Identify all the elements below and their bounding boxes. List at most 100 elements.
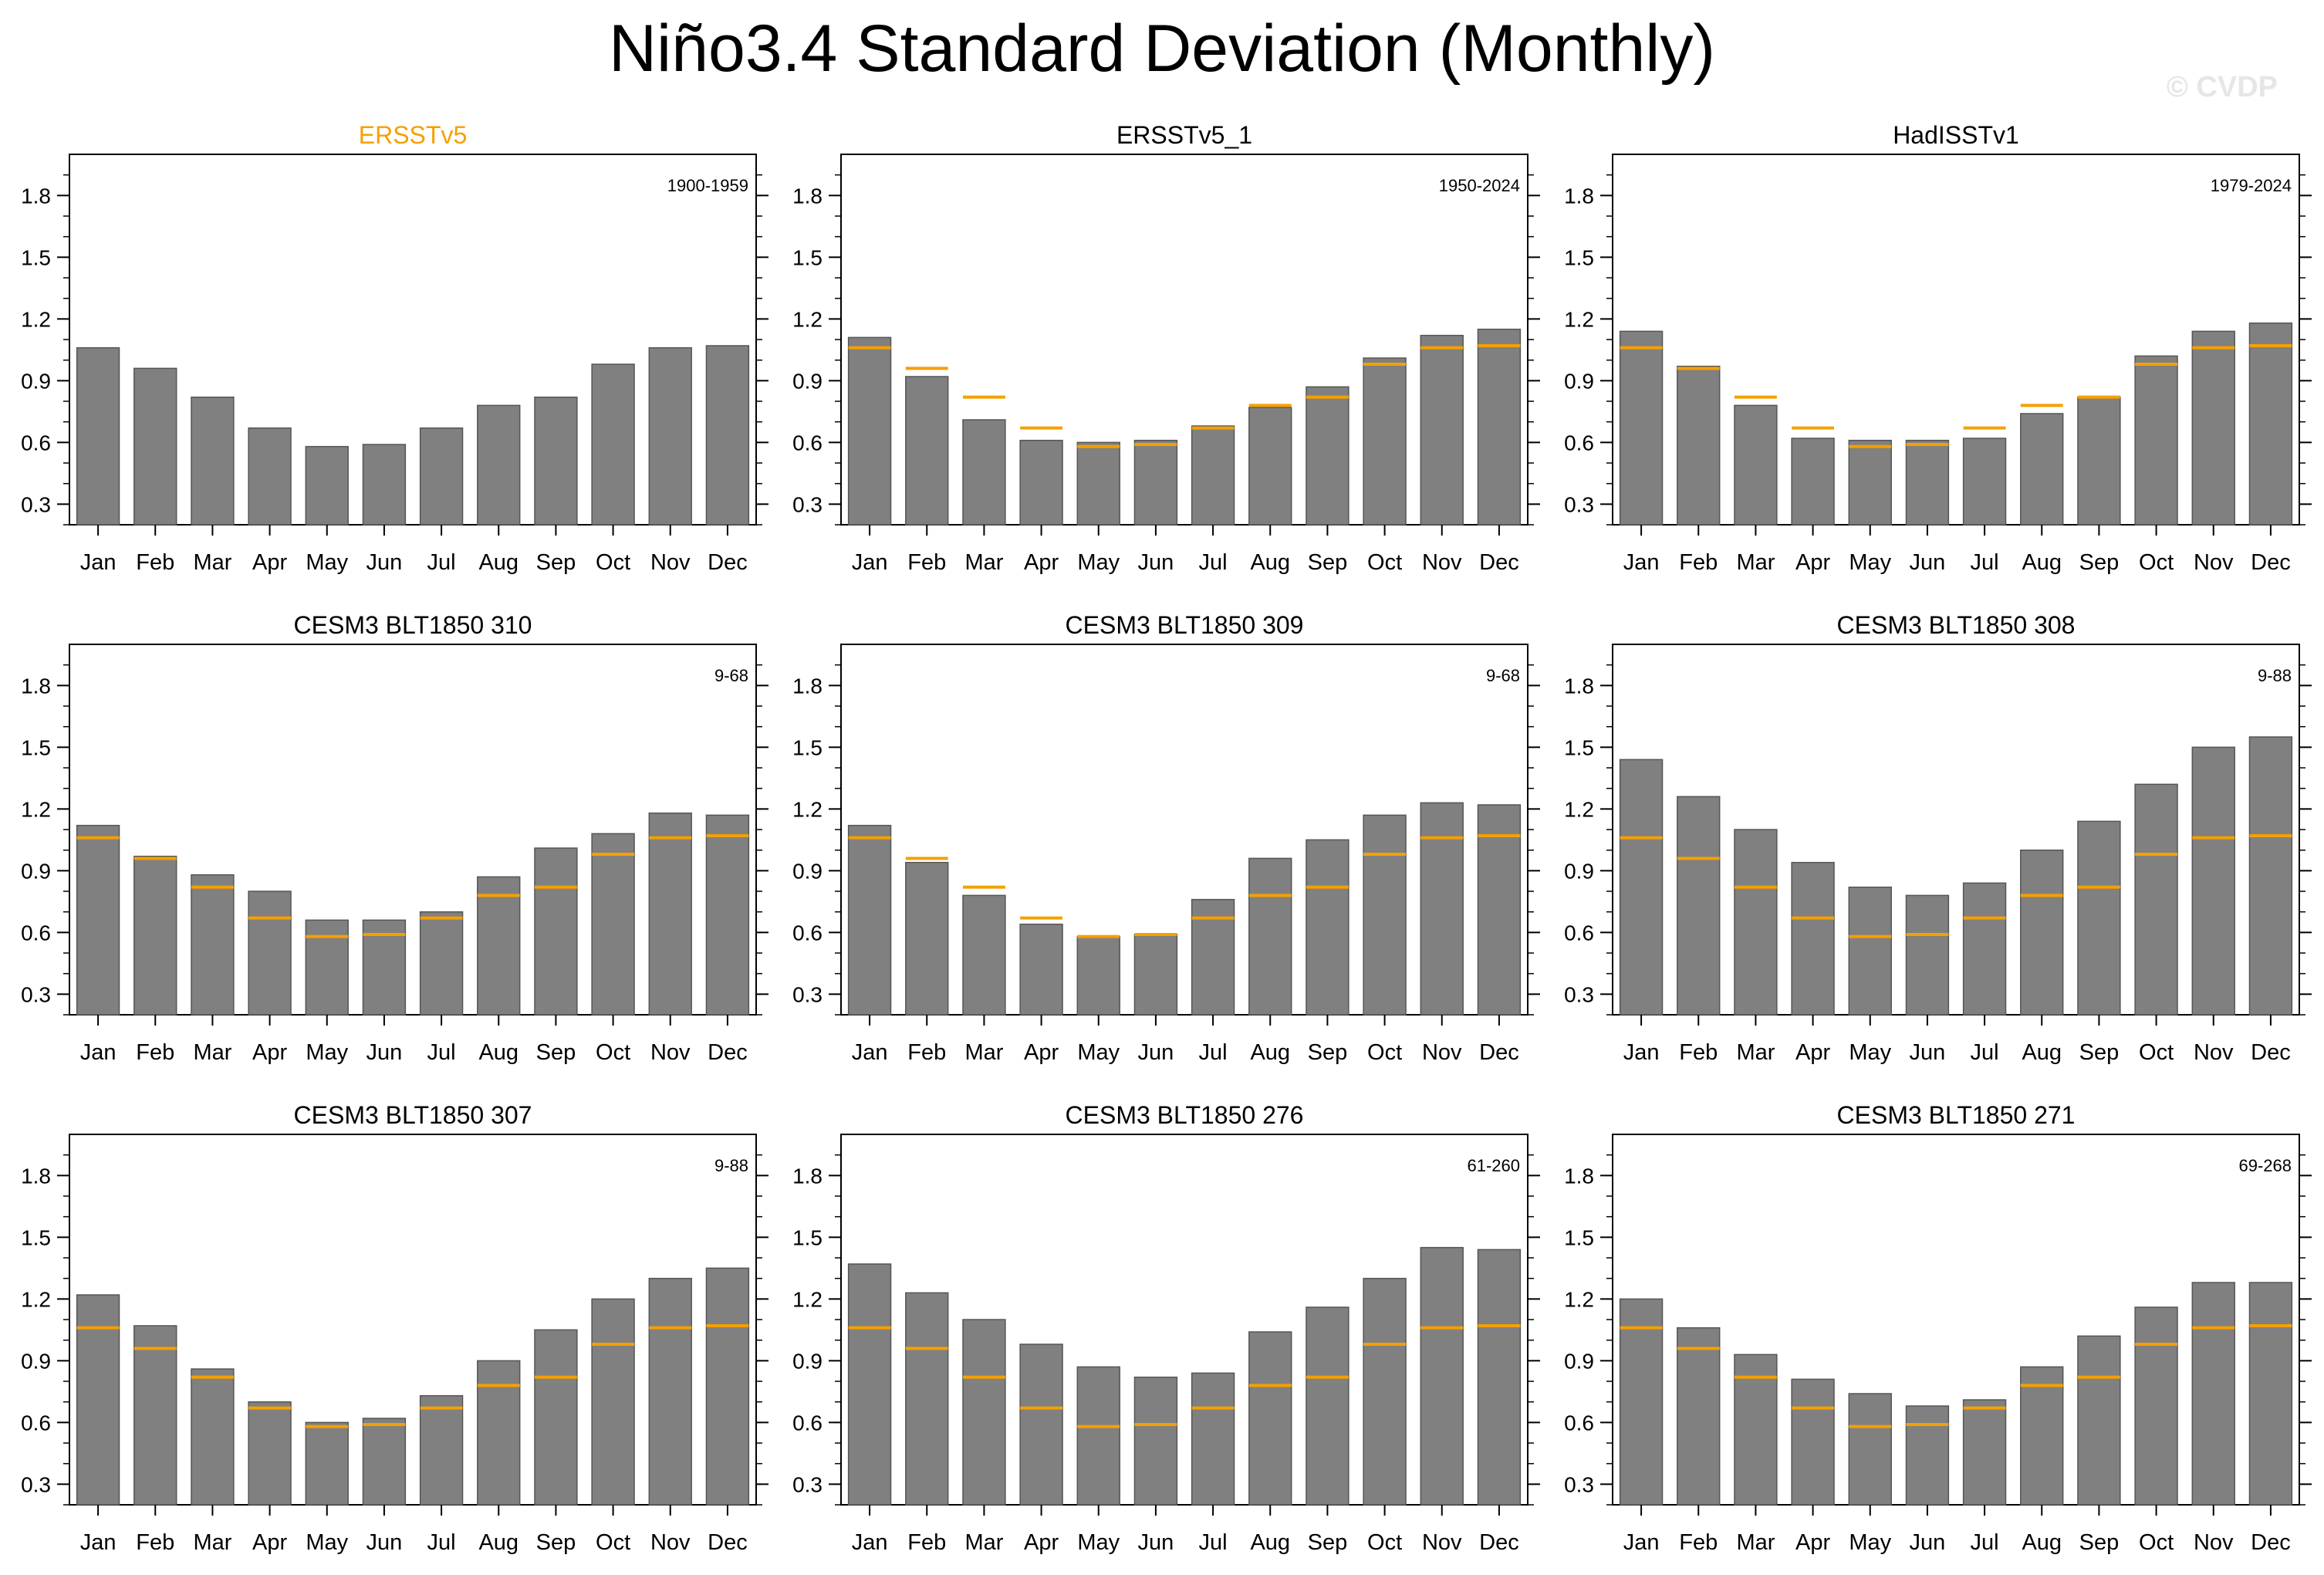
y-tick-label: 1.5 xyxy=(792,735,823,759)
x-tick-label: Jul xyxy=(1199,550,1228,575)
bar xyxy=(705,345,750,526)
chart-panel: 0.3 0.6 0.9 1.2 1.5 1.8 Jan Feb Mar Apr May Jun Jul A… xyxy=(792,1101,1540,1555)
bar xyxy=(305,1421,349,1506)
y-tick-label: 1.2 xyxy=(1564,1287,1594,1311)
x-tick-label: Jan xyxy=(80,550,117,575)
bar xyxy=(2191,330,2235,526)
bar xyxy=(191,1368,235,1506)
x-tick-label: Dec xyxy=(708,550,748,575)
x-tick-label: Jun xyxy=(1138,1040,1174,1065)
x-tick-label: Aug xyxy=(478,1530,519,1555)
x-tick-label: Apr xyxy=(252,1040,287,1065)
y-tick-label: 0.6 xyxy=(792,431,823,455)
bar xyxy=(2134,1306,2178,1506)
x-tick-label: Aug xyxy=(2022,1530,2062,1555)
bar xyxy=(1619,759,1664,1016)
x-tick-label: Jun xyxy=(1138,550,1174,575)
x-tick-label: Apr xyxy=(1024,1530,1059,1555)
bar xyxy=(1962,438,2007,526)
bar xyxy=(1420,802,1464,1016)
bar xyxy=(591,833,635,1016)
x-tick-label: Jun xyxy=(1910,550,1946,575)
panel-title: CESM3 BLT1850 308 xyxy=(1837,611,2076,639)
y-tick-label: 0.9 xyxy=(21,1349,51,1373)
y-tick-label: 1.8 xyxy=(21,184,51,208)
bar xyxy=(1619,330,1664,526)
bar xyxy=(2191,1282,2235,1506)
x-tick-label: Apr xyxy=(252,1530,287,1555)
y-tick-label: 1.5 xyxy=(21,735,51,759)
chart-panel: 0.3 0.6 0.9 1.2 1.5 1.8 Jan Feb Mar Apr May Jun Jul A… xyxy=(792,611,1540,1065)
x-tick-label: Nov xyxy=(1422,1530,1462,1555)
y-tick-label: 0.9 xyxy=(792,1349,823,1373)
y-tick-label: 1.5 xyxy=(21,1225,51,1249)
x-tick-label: May xyxy=(1077,1040,1120,1065)
bar xyxy=(534,396,578,526)
period-label: 9-68 xyxy=(1486,666,1520,685)
x-tick-label: Sep xyxy=(536,550,576,575)
bar xyxy=(1677,796,1721,1016)
x-tick-label: Mar xyxy=(964,1040,1003,1065)
panel-title: CESM3 BLT1850 309 xyxy=(1066,611,1304,639)
y-tick-label: 0.3 xyxy=(1564,492,1594,516)
bar xyxy=(248,891,292,1016)
x-tick-label: Mar xyxy=(1736,1040,1775,1065)
y-tick-label: 1.2 xyxy=(792,307,823,331)
bar xyxy=(248,427,292,526)
bar xyxy=(76,824,120,1016)
bar xyxy=(1363,814,1407,1016)
bar xyxy=(419,1394,464,1506)
x-tick-label: Oct xyxy=(1367,550,1402,575)
bar xyxy=(1133,439,1178,526)
x-tick-label: Sep xyxy=(1308,550,1348,575)
y-tick-label: 1.2 xyxy=(792,797,823,821)
bar xyxy=(1905,894,1950,1016)
bar xyxy=(847,1263,892,1506)
x-tick-label: Jan xyxy=(1623,1040,1660,1065)
x-tick-label: Oct xyxy=(596,1530,630,1555)
bar xyxy=(1133,1376,1178,1506)
x-tick-label: Nov xyxy=(650,1040,691,1065)
x-tick-label: Jun xyxy=(367,550,403,575)
x-tick-label: Mar xyxy=(1736,550,1775,575)
y-tick-label: 1.8 xyxy=(1564,1164,1594,1188)
bar xyxy=(1133,934,1178,1016)
bar xyxy=(648,812,692,1016)
bar xyxy=(2248,736,2293,1016)
chart-panel: 0.3 0.6 0.9 1.2 1.5 1.8 Jan Feb Mar Apr May Jun Jul A… xyxy=(1564,1101,2312,1555)
y-tick-label: 1.5 xyxy=(21,245,51,269)
bar xyxy=(1905,1405,1950,1506)
y-tick-label: 1.2 xyxy=(1564,307,1594,331)
bar xyxy=(1848,439,1892,526)
x-tick-label: Dec xyxy=(2251,1530,2291,1555)
x-tick-label: Mar xyxy=(193,1040,231,1065)
x-tick-label: May xyxy=(306,550,348,575)
y-tick-label: 1.2 xyxy=(1564,797,1594,821)
bar xyxy=(1076,1366,1120,1506)
x-tick-label: Jul xyxy=(427,1040,456,1065)
bar xyxy=(362,444,407,526)
period-label: 9-68 xyxy=(714,666,748,685)
x-tick-label: Jun xyxy=(1910,1040,1946,1065)
bar xyxy=(1848,1393,1892,1506)
x-tick-label: Apr xyxy=(252,550,287,575)
bar xyxy=(534,1329,578,1506)
y-tick-label: 0.9 xyxy=(1564,369,1594,393)
bar xyxy=(1962,882,2007,1016)
x-tick-label: Sep xyxy=(2079,1530,2120,1555)
chart-panel: 0.3 0.6 0.9 1.2 1.5 1.8 Jan Feb Mar Apr May Jun Jul A… xyxy=(1564,121,2312,575)
bar xyxy=(1420,334,1464,526)
x-tick-label: Oct xyxy=(2139,550,2174,575)
x-tick-label: Jan xyxy=(80,1530,117,1555)
bar xyxy=(1306,1306,1349,1506)
x-tick-label: Oct xyxy=(2139,1040,2174,1065)
period-label: 1950-2024 xyxy=(1439,176,1520,195)
y-tick-label: 1.8 xyxy=(21,674,51,698)
bar xyxy=(591,1298,635,1506)
x-tick-label: Apr xyxy=(1795,550,1830,575)
y-tick-label: 1.2 xyxy=(21,1287,51,1311)
x-tick-label: Jun xyxy=(1910,1530,1946,1555)
x-tick-label: Nov xyxy=(1422,1040,1462,1065)
bar xyxy=(905,1292,949,1506)
